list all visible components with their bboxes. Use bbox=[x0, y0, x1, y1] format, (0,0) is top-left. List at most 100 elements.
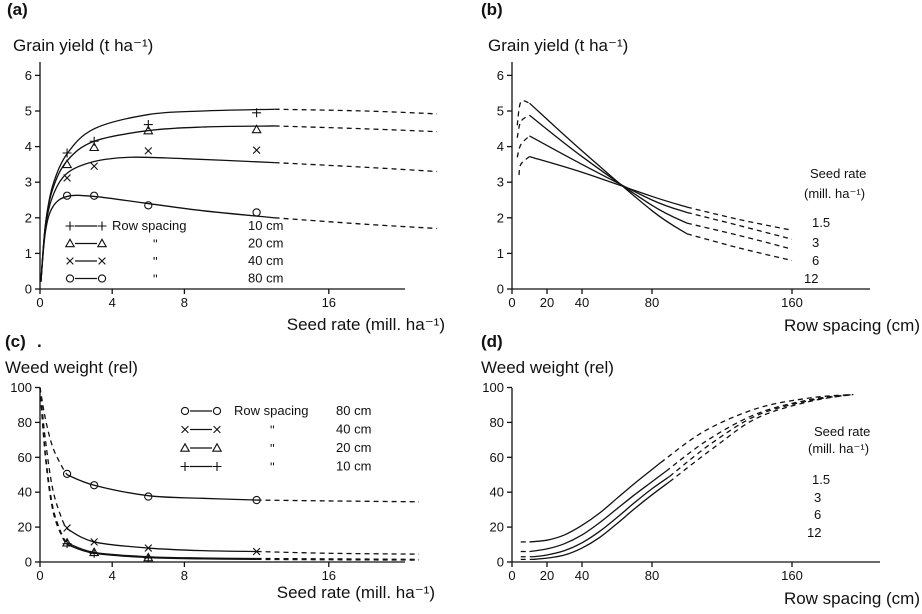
y-axis-title-c: Weed weight (rel) bbox=[5, 358, 138, 377]
legend-marker-c bbox=[181, 425, 189, 434]
legend-ditto-c: " bbox=[270, 460, 275, 475]
legend-marker-c bbox=[212, 406, 222, 416]
series-extension-b bbox=[686, 211, 793, 240]
data-point-a bbox=[62, 148, 72, 158]
legend-marker-a bbox=[98, 257, 106, 265]
data-point-c-shape bbox=[62, 539, 72, 549]
data-point-a bbox=[252, 108, 262, 118]
data-point-c-shape bbox=[143, 553, 153, 563]
data-point-c-shape bbox=[63, 524, 71, 532]
data-point-a-shape bbox=[89, 141, 100, 152]
data-point-a bbox=[143, 125, 154, 135]
series-lead-b bbox=[516, 114, 530, 138]
legend-marker-c bbox=[212, 462, 222, 471]
series-curve-b bbox=[529, 102, 688, 235]
y-tick-label-b: 3 bbox=[497, 175, 504, 190]
legend-ditto-a: " bbox=[153, 237, 158, 252]
series-extension-b bbox=[686, 233, 793, 262]
annotation-unit-d: (mill. ha⁻¹) bbox=[808, 441, 869, 456]
data-point-c-shape bbox=[90, 538, 98, 546]
legend-marker-a bbox=[97, 221, 107, 231]
legend-marker-a-shape bbox=[98, 257, 106, 265]
series-c-3 bbox=[39, 387, 420, 563]
data-point-a-shape bbox=[251, 124, 262, 134]
series-extension-b bbox=[686, 222, 793, 250]
x-axis-title-b: Row spacing (cm) bbox=[784, 316, 920, 335]
legend-marker-a bbox=[97, 274, 107, 283]
y-tick-label-a: 2 bbox=[25, 210, 32, 225]
series-extension-b bbox=[686, 206, 793, 231]
x-tick-label-c: 4 bbox=[109, 568, 116, 583]
y-axis-title-b: Grain yield (t ha⁻¹) bbox=[488, 36, 628, 55]
seed-rate-label-b: 1.5 bbox=[812, 215, 830, 230]
x-tick-label-a: 0 bbox=[36, 295, 43, 310]
data-point-c bbox=[143, 553, 153, 563]
x-tick-label-c: 0 bbox=[36, 568, 43, 583]
data-point-c-shape bbox=[252, 547, 261, 556]
y-tick-label-d: 20 bbox=[490, 520, 504, 535]
legend-marker-a bbox=[65, 221, 75, 231]
panel-label-d: (d) bbox=[481, 332, 503, 351]
data-point-a-shape bbox=[62, 191, 72, 200]
data-point-c bbox=[144, 492, 153, 501]
series-b-3: 12 bbox=[516, 100, 818, 286]
legend-marker-c-shape bbox=[180, 406, 190, 416]
x-axis-title-c: Seed rate (mill. ha⁻¹) bbox=[277, 583, 435, 602]
data-point-c-shape bbox=[144, 492, 153, 501]
data-point-c bbox=[62, 469, 72, 479]
data-point-c-shape bbox=[144, 544, 153, 552]
y-tick-label-d: 80 bbox=[490, 415, 504, 430]
panel-label-c: (c) bbox=[5, 332, 26, 351]
y-tick-label-c: 40 bbox=[18, 485, 32, 500]
legend-entry-a: 10 cm bbox=[248, 218, 283, 233]
series-extension-c bbox=[256, 499, 420, 503]
seed-rate-label-d: 1.5 bbox=[812, 472, 830, 487]
legend-entry-c: 20 cm bbox=[336, 440, 371, 455]
data-point-a-shape bbox=[143, 120, 153, 130]
series-extension-c bbox=[256, 550, 420, 555]
x-tick-label-d: 160 bbox=[781, 568, 803, 583]
data-point-a bbox=[62, 191, 72, 200]
series-a-1 bbox=[40, 124, 438, 282]
seed-rate-label-d: 3 bbox=[814, 490, 821, 505]
annotation-seed-rate-d: Seed rate bbox=[814, 424, 870, 439]
series-extension-a bbox=[274, 108, 438, 115]
x-tick-label-c: 16 bbox=[322, 568, 336, 583]
data-point-c bbox=[89, 548, 99, 558]
legend-marker-c bbox=[213, 425, 221, 434]
series-b-0: 1.5 bbox=[518, 155, 830, 231]
data-point-a bbox=[251, 124, 262, 134]
y-tick-label-b: 6 bbox=[497, 68, 504, 83]
data-point-c bbox=[90, 538, 98, 546]
data-point-a bbox=[90, 162, 98, 170]
series-extension-a bbox=[274, 217, 438, 230]
y-tick-label-a: 4 bbox=[25, 139, 32, 154]
data-point-a bbox=[90, 191, 99, 200]
legend-marker-c-shape bbox=[181, 425, 189, 434]
seed-rate-label-d: 12 bbox=[807, 525, 821, 540]
y-axis-title-a: Grain yield (t ha⁻¹) bbox=[13, 36, 153, 55]
y-tick-label-b: 5 bbox=[497, 104, 504, 119]
data-point-c-shape bbox=[89, 548, 99, 558]
x-tick-label-a: 16 bbox=[322, 295, 336, 310]
x-axis-title-d: Row spacing (cm) bbox=[784, 589, 920, 608]
legend-marker-c bbox=[179, 442, 191, 452]
y-tick-label-b: 2 bbox=[497, 210, 504, 225]
legend-title-c: Row spacing bbox=[234, 403, 308, 418]
panel-label-b: (b) bbox=[481, 0, 503, 19]
x-tick-label-b: 160 bbox=[781, 295, 803, 310]
panel-c: (c) . Weed weight (rel) Seed rate (mill. ha… bbox=[5, 332, 435, 602]
data-point-a bbox=[89, 141, 100, 152]
series-curve-b bbox=[529, 155, 688, 208]
legend-marker-a bbox=[64, 238, 76, 248]
legend-title-a: Row spacing bbox=[112, 218, 186, 233]
legend-marker-c bbox=[180, 406, 190, 416]
data-point-a-shape bbox=[144, 147, 153, 155]
y-tick-label-a: 6 bbox=[25, 68, 32, 83]
legend-marker-c bbox=[180, 462, 190, 471]
x-tick-label-d: 20 bbox=[540, 568, 554, 583]
panel-d: (d) Weed weight (rel) Row spacing (cm) 0 20 4… bbox=[481, 332, 920, 608]
y-tick-label-c: 100 bbox=[10, 380, 32, 395]
series-curve-a bbox=[40, 125, 275, 282]
legend-marker-c-shape bbox=[179, 442, 191, 452]
